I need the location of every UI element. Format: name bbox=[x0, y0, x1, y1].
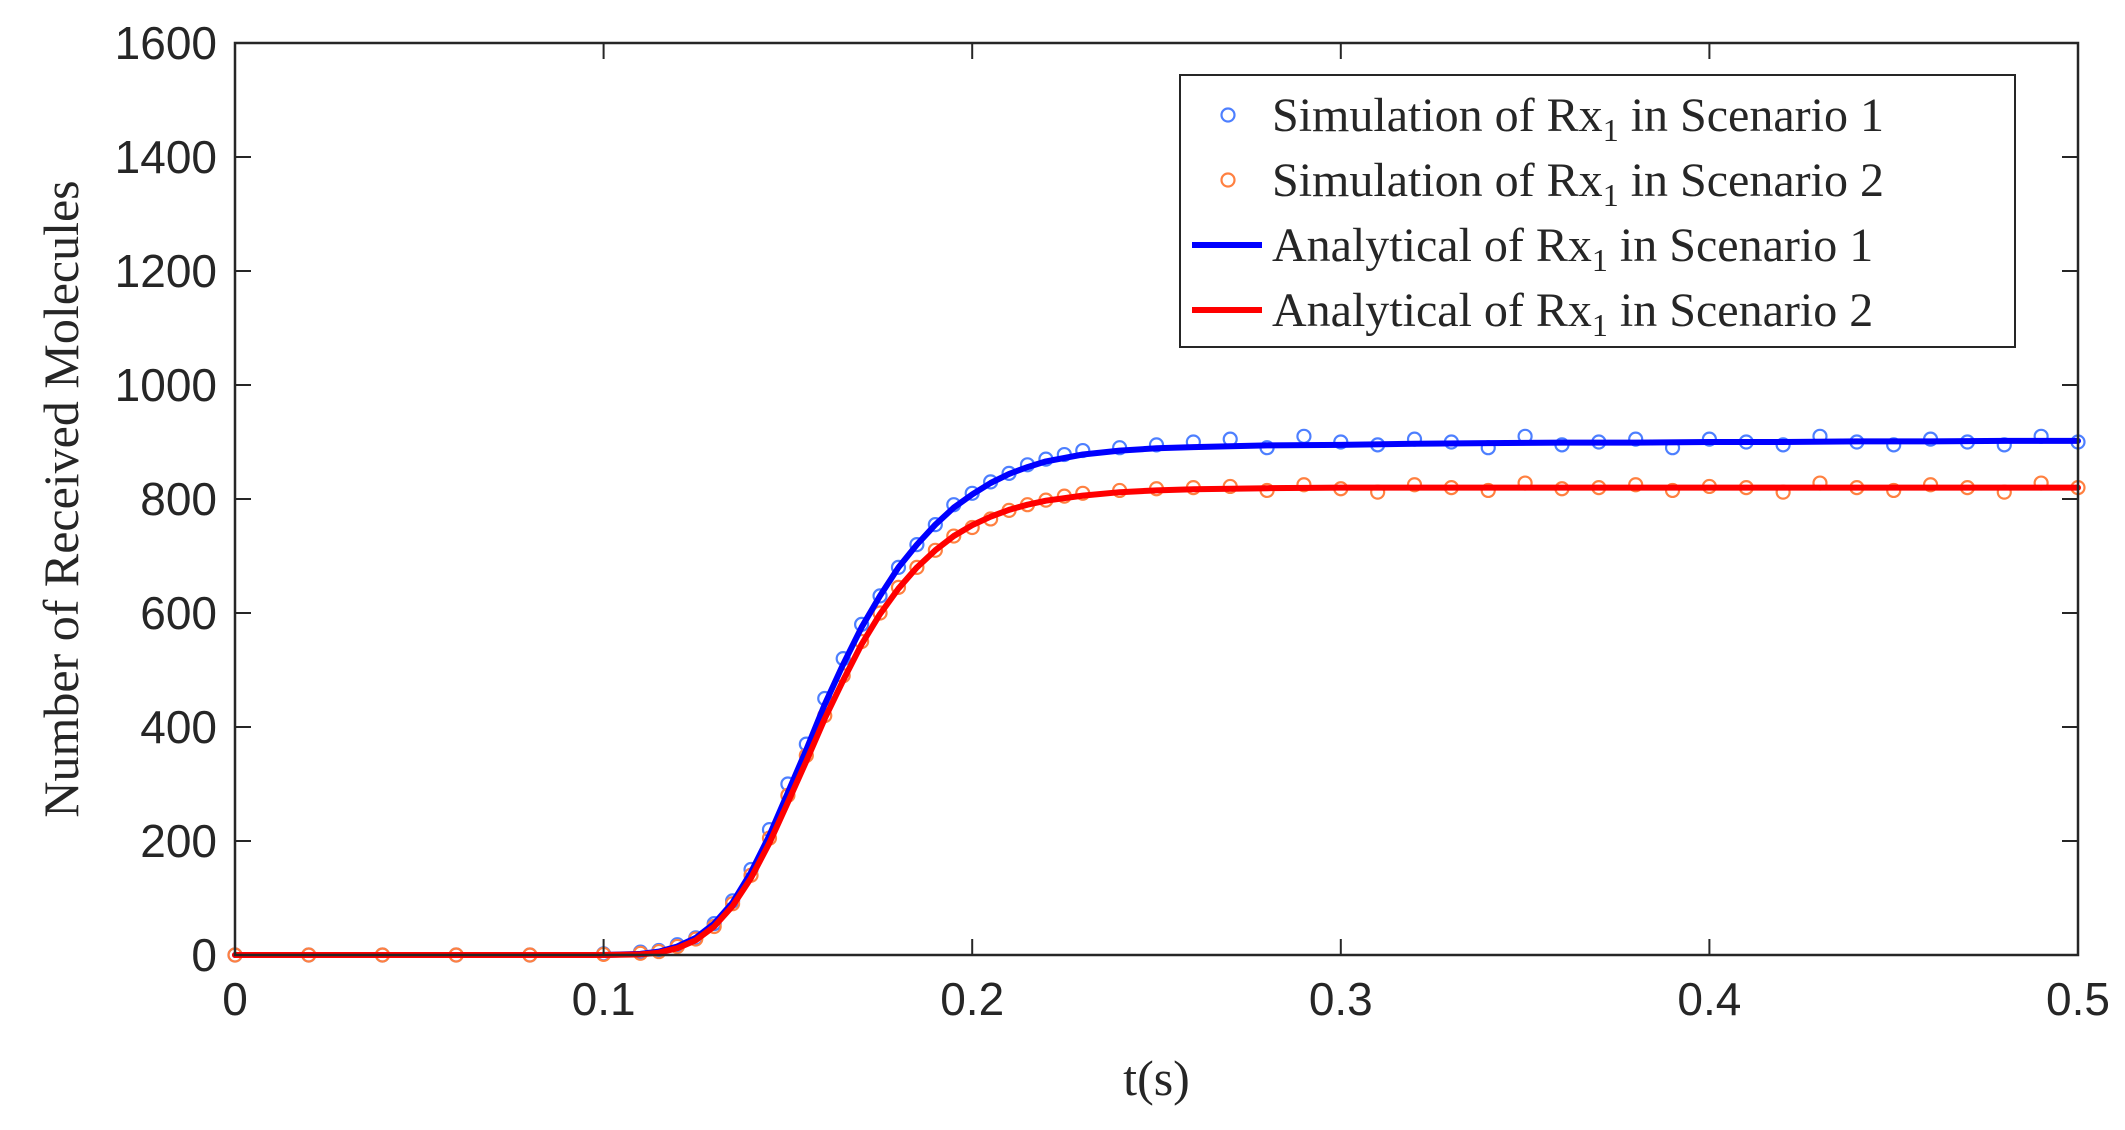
y-tick-label: 0 bbox=[191, 929, 217, 981]
data-point bbox=[1628, 431, 1644, 447]
data-point bbox=[927, 517, 943, 533]
x-tick-label: 0.2 bbox=[940, 973, 1004, 1025]
y-tick-label: 1400 bbox=[115, 131, 217, 183]
legend-label-main: Simulation of Rx bbox=[1272, 154, 1603, 207]
y-tick-label: 1200 bbox=[115, 245, 217, 297]
legend-label-tail: in Scenario 1 bbox=[1619, 89, 1884, 142]
x-tick-label: 0.5 bbox=[2046, 973, 2110, 1025]
legend-label-subscript: 1 bbox=[1603, 112, 1619, 148]
legend-item: Analytical of Rx1 in Scenario 2 bbox=[1192, 284, 1873, 343]
legend-label-subscript: 1 bbox=[1592, 242, 1608, 278]
data-point bbox=[1296, 477, 1312, 493]
data-point bbox=[890, 579, 907, 595]
legend-label-main: Analytical of Rx bbox=[1272, 284, 1592, 337]
series-simulation-of-rx1-in-scenario-1 bbox=[227, 428, 2086, 963]
data-point bbox=[927, 542, 943, 558]
legend-item: Simulation of Rx1 in Scenario 2 bbox=[1220, 154, 1884, 213]
data-point bbox=[946, 528, 962, 544]
legend-marker bbox=[1220, 172, 1236, 188]
data-point bbox=[1148, 437, 1165, 453]
legend-label: Simulation of Rx1 in Scenario 2 bbox=[1272, 154, 1884, 213]
legend-label: Analytical of Rx1 in Scenario 1 bbox=[1272, 219, 1873, 278]
legend-label: Simulation of Rx1 in Scenario 1 bbox=[1272, 89, 1884, 148]
y-tick-label: 600 bbox=[140, 587, 217, 639]
legend-label-subscript: 1 bbox=[1592, 307, 1608, 343]
x-tick-label: 0.3 bbox=[1309, 973, 1373, 1025]
data-point bbox=[909, 559, 925, 576]
legend-label-main: Simulation of Rx bbox=[1272, 89, 1603, 142]
legend-label-tail: in Scenario 2 bbox=[1619, 154, 1884, 207]
legend: Simulation of Rx1 in Scenario 1Simulatio… bbox=[1179, 74, 2016, 348]
legend-label-subscript: 1 bbox=[1603, 177, 1619, 213]
legend-label-main: Analytical of Rx bbox=[1272, 219, 1592, 272]
data-point bbox=[1886, 437, 1902, 453]
y-tick-label: 800 bbox=[140, 473, 217, 525]
legend-label-tail: in Scenario 1 bbox=[1608, 219, 1873, 272]
legend-item: Simulation of Rx1 in Scenario 1 bbox=[1220, 89, 1884, 148]
data-point bbox=[909, 536, 925, 553]
plot-marks bbox=[227, 428, 2086, 963]
series-line-analytical-of-rx1-in-scenario-1 bbox=[232, 437, 2081, 958]
series-simulation-of-rx1-in-scenario-2 bbox=[227, 475, 2086, 963]
y-tick-label: 1600 bbox=[115, 17, 217, 69]
axis-ticks: 0 0.1 0.2 0.3 0.4 0.5 0 200 400 600 800 1000 1200 140… bbox=[115, 17, 2110, 1025]
data-point bbox=[1296, 428, 1312, 444]
y-tick-label: 1000 bbox=[115, 359, 217, 411]
legend-label: Analytical of Rx1 in Scenario 2 bbox=[1272, 284, 1873, 343]
series-line-analytical-of-rx1-in-scenario-2 bbox=[232, 484, 2081, 958]
data-point bbox=[872, 588, 888, 604]
x-tick-label: 0.4 bbox=[1677, 973, 1741, 1025]
x-tick-label: 0 bbox=[222, 973, 248, 1025]
y-tick-label: 200 bbox=[140, 815, 217, 867]
legend-marker bbox=[1220, 107, 1236, 123]
legend-item: Analytical of Rx1 in Scenario 1 bbox=[1192, 219, 1873, 278]
x-axis-title: t(s) bbox=[1123, 1050, 1190, 1106]
x-tick-label: 0.1 bbox=[572, 973, 636, 1025]
y-tick-label: 400 bbox=[140, 701, 217, 753]
legend-label-tail: in Scenario 2 bbox=[1608, 284, 1873, 337]
legend-box bbox=[1179, 74, 2016, 348]
data-point bbox=[890, 559, 907, 576]
y-axis-title: Number of Received Molecules bbox=[33, 180, 89, 817]
